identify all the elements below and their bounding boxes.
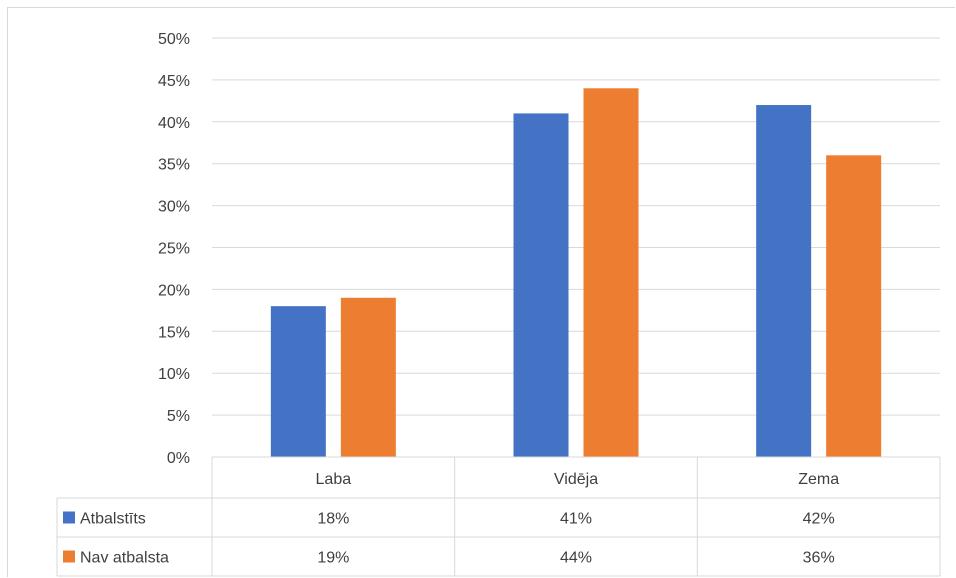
y-tick-label: 20% xyxy=(158,282,190,299)
bar-vidēja-1 xyxy=(513,113,569,458)
category-label: Zema xyxy=(798,471,839,488)
data-table-value: 19% xyxy=(317,550,349,567)
y-tick-label: 50% xyxy=(158,31,190,48)
legend-label: Atbalstīts xyxy=(80,511,146,528)
y-tick-label: 5% xyxy=(167,408,190,425)
bar-zema-2 xyxy=(826,155,882,457)
bar-vidēja-2 xyxy=(583,88,639,457)
chart-frame xyxy=(7,7,955,577)
data-table-value: 36% xyxy=(803,550,835,567)
y-tick-label: 0% xyxy=(167,450,190,467)
legend-swatch xyxy=(63,511,75,524)
y-tick-label: 10% xyxy=(158,366,190,383)
bar-laba-2 xyxy=(340,297,396,457)
data-table-value: 41% xyxy=(560,511,592,528)
category-label: Vidēja xyxy=(554,471,598,488)
legend-label: Nav atbalsta xyxy=(80,550,169,567)
bar-laba-1 xyxy=(270,306,326,457)
category-label: Laba xyxy=(316,471,352,488)
data-table-value: 18% xyxy=(317,511,349,528)
bar-zema-1 xyxy=(756,105,812,457)
data-table-value: 44% xyxy=(560,550,592,567)
y-tick-label: 25% xyxy=(158,241,190,258)
y-tick-label: 40% xyxy=(158,115,190,132)
y-tick-label: 30% xyxy=(158,199,190,216)
legend-swatch xyxy=(63,550,75,563)
y-tick-label: 35% xyxy=(158,157,190,174)
data-table-value: 42% xyxy=(803,511,835,528)
y-tick-label: 15% xyxy=(158,324,190,341)
y-tick-label: 45% xyxy=(158,73,190,90)
